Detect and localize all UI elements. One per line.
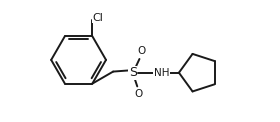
Text: NH: NH [154,68,169,78]
Text: O: O [134,89,143,99]
Text: Cl: Cl [92,13,103,23]
Text: S: S [129,66,137,79]
Text: O: O [137,46,146,56]
